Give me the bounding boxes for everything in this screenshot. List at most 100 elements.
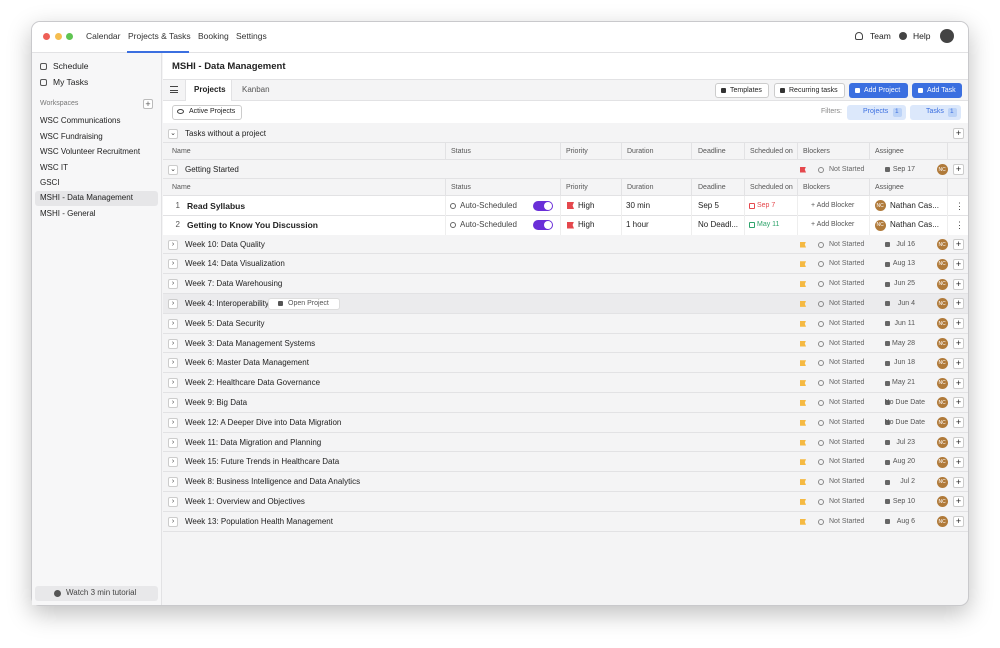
row-add-button[interactable]: + [953, 357, 964, 369]
row-add-button[interactable]: + [953, 516, 964, 528]
table-row[interactable] [163, 254, 968, 275]
expand-toggle[interactable]: › [168, 358, 178, 369]
row-add-button[interactable]: + [953, 496, 964, 508]
open-project-label[interactable]: Open Project [288, 299, 329, 307]
nav-item[interactable]: Booking [198, 31, 229, 41]
project-name[interactable]: Week 7: Data Warehousing [185, 279, 283, 289]
auto-schedule-toggle[interactable] [533, 220, 553, 230]
expand-toggle[interactable]: › [168, 239, 178, 250]
tutorial-label[interactable]: Watch 3 min tutorial [66, 588, 137, 597]
project-name[interactable]: Week 8: Business Intelligence and Data A… [185, 477, 361, 487]
table-row[interactable] [163, 472, 968, 492]
window-control[interactable] [65, 32, 73, 40]
workspace-item[interactable]: GSCI [40, 178, 60, 187]
row-add-button[interactable]: + [953, 417, 964, 429]
sidebar-link[interactable]: My Tasks [53, 77, 89, 87]
expand-toggle[interactable]: › [168, 397, 178, 408]
nav-item[interactable]: Calendar [86, 31, 121, 41]
project-name[interactable]: Week 6: Master Data Management [185, 358, 309, 368]
table-row[interactable] [163, 313, 968, 334]
workspace-item[interactable]: WSC Communications [40, 116, 121, 125]
row-add-button[interactable]: + [953, 239, 964, 250]
toolbar-button[interactable] [715, 83, 769, 98]
row-add-button[interactable]: + [953, 338, 964, 349]
expand-toggle[interactable]: ⌄ [168, 164, 178, 175]
toolbar-button-label[interactable]: Recurring tasks [789, 86, 838, 94]
row-add-button[interactable]: + [953, 128, 964, 139]
table-row[interactable] [163, 452, 968, 473]
table-row[interactable] [163, 124, 968, 143]
window-control[interactable] [42, 32, 50, 40]
toolbar-button[interactable] [774, 83, 845, 98]
table-row[interactable] [163, 373, 968, 393]
toolbar-button-label[interactable]: Add Project [864, 86, 901, 94]
row-add-button[interactable]: + [953, 476, 964, 488]
auto-schedule-toggle[interactable] [533, 200, 553, 211]
toolbar-button-label[interactable]: Add Task [927, 86, 956, 94]
table-row[interactable] [163, 353, 968, 374]
toolbar-button[interactable] [849, 83, 908, 98]
project-name[interactable]: Week 11: Data Migration and Planning [185, 437, 322, 447]
expand-toggle[interactable]: › [168, 279, 178, 290]
expand-toggle[interactable]: › [168, 417, 178, 428]
nav-item[interactable]: Projects & Tasks [128, 31, 191, 41]
project-name[interactable]: Week 9: Big Data [185, 397, 248, 407]
project-name[interactable]: Week 15: Future Trends in Healthcare Dat… [185, 457, 340, 467]
task-menu[interactable]: ⋮ [955, 200, 964, 211]
project-name[interactable]: Week 14: Data Visualization [185, 259, 285, 269]
filter-chip-label[interactable]: Tasks [926, 108, 944, 115]
add-blocker[interactable]: + Add Blocker [811, 221, 855, 228]
project-name[interactable]: Week 10: Data Quality [185, 239, 265, 249]
table-row[interactable] [163, 492, 968, 512]
workspace-item[interactable]: WSC Fundraising [40, 132, 103, 141]
task-name[interactable]: Getting to Know You Discussion [187, 220, 318, 230]
expand-toggle[interactable]: › [168, 338, 178, 349]
table-row[interactable] [163, 432, 968, 453]
table-row[interactable] [163, 294, 968, 314]
row-add-button[interactable]: + [953, 318, 964, 330]
table-row[interactable] [163, 412, 968, 433]
tab[interactable]: Projects [194, 85, 226, 94]
row-add-button[interactable]: + [953, 437, 964, 448]
expand-toggle[interactable]: › [168, 496, 178, 507]
expand-toggle[interactable]: › [168, 318, 178, 329]
table-row[interactable] [163, 234, 968, 255]
expand-toggle[interactable]: ⌄ [168, 128, 178, 139]
task-menu[interactable]: ⋮ [955, 220, 964, 230]
profile-avatar[interactable] [940, 29, 954, 43]
expand-toggle[interactable]: › [168, 457, 178, 468]
project-name[interactable]: Week 1: Overview and Objectives [185, 496, 305, 506]
row-add-button[interactable]: + [953, 258, 964, 270]
nav-help[interactable]: Help [913, 31, 931, 41]
expand-toggle[interactable]: › [168, 437, 178, 448]
project-name[interactable]: Week 13: Population Health Management [185, 516, 333, 526]
workspace-item[interactable]: WSC IT [40, 163, 68, 172]
workspace-item[interactable]: MSHI - General [40, 209, 96, 218]
open-project-button[interactable] [268, 297, 340, 310]
expand-toggle[interactable]: › [168, 259, 178, 270]
nav-team[interactable]: Team [870, 31, 891, 41]
expand-toggle[interactable]: › [168, 516, 178, 527]
table-row[interactable] [163, 333, 968, 354]
filter-chip-label[interactable]: Projects [863, 108, 889, 115]
active-projects-button[interactable] [172, 104, 242, 120]
tab[interactable]: Kanban [242, 85, 270, 94]
row-add-button[interactable]: + [953, 377, 964, 389]
row-add-button[interactable]: + [953, 397, 964, 409]
table-row[interactable] [163, 160, 968, 179]
row-add-button[interactable]: + [953, 164, 964, 175]
add-blocker[interactable]: + Add Blocker [811, 201, 855, 209]
project-name[interactable]: Week 2: Healthcare Data Governance [185, 378, 321, 388]
filter-chip[interactable] [847, 104, 906, 120]
sidebar-link[interactable]: Schedule [53, 61, 89, 71]
row-add-button[interactable]: + [953, 456, 964, 468]
expand-toggle[interactable]: › [168, 298, 178, 309]
menu-icon[interactable] [170, 86, 178, 93]
project-name[interactable]: Week 3: Data Management Systems [185, 338, 316, 348]
expand-toggle[interactable]: › [168, 477, 178, 488]
table-row[interactable] [163, 393, 968, 413]
add-workspace[interactable]: + [143, 99, 153, 109]
task-name[interactable]: Read Syllabus [187, 200, 246, 211]
project-name[interactable]: Week 12: A Deeper Dive into Data Migrati… [185, 417, 342, 427]
toolbar-button-label[interactable]: Templates [730, 86, 762, 94]
